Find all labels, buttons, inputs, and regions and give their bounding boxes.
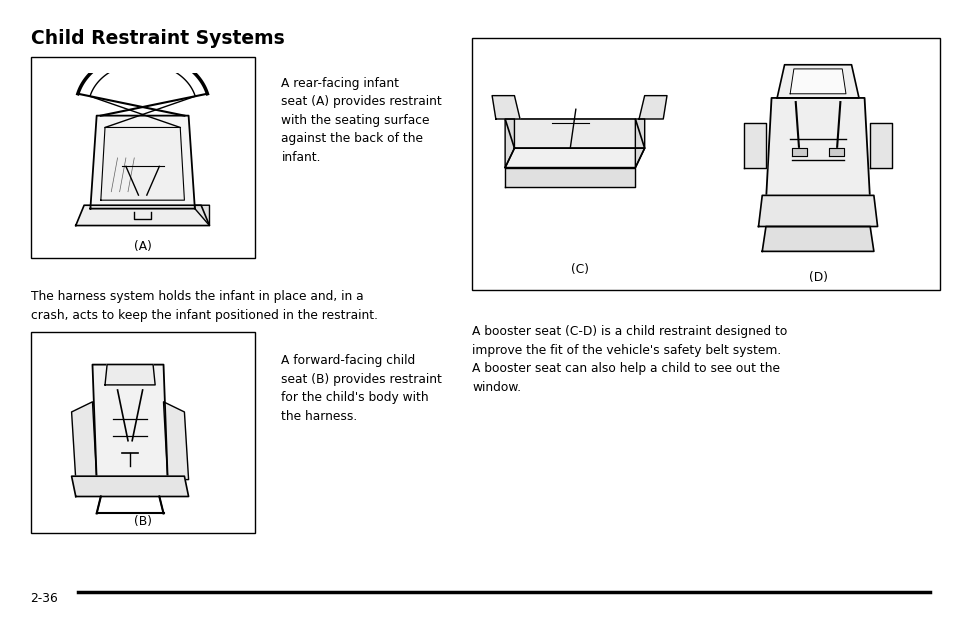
- Text: (C): (C): [570, 263, 588, 276]
- Text: Child Restraint Systems: Child Restraint Systems: [30, 29, 284, 48]
- Bar: [472, 38, 939, 290]
- Text: (D): (D): [808, 271, 826, 284]
- Text: 2-36: 2-36: [30, 592, 58, 605]
- Bar: [30, 332, 254, 533]
- Text: (A): (A): [133, 241, 152, 253]
- Text: (B): (B): [133, 515, 152, 528]
- Text: A booster seat (C-D) is a child restraint designed to
improve the fit of the veh: A booster seat (C-D) is a child restrain…: [472, 325, 787, 394]
- Text: A forward-facing child
seat (B) provides restraint
for the child's body with
the: A forward-facing child seat (B) provides…: [281, 354, 442, 422]
- Bar: [30, 57, 254, 258]
- Text: A rear-facing infant
seat (A) provides restraint
with the seating surface
agains: A rear-facing infant seat (A) provides r…: [281, 77, 442, 163]
- Text: The harness system holds the infant in place and, in a
crash, acts to keep the i: The harness system holds the infant in p…: [30, 290, 377, 322]
